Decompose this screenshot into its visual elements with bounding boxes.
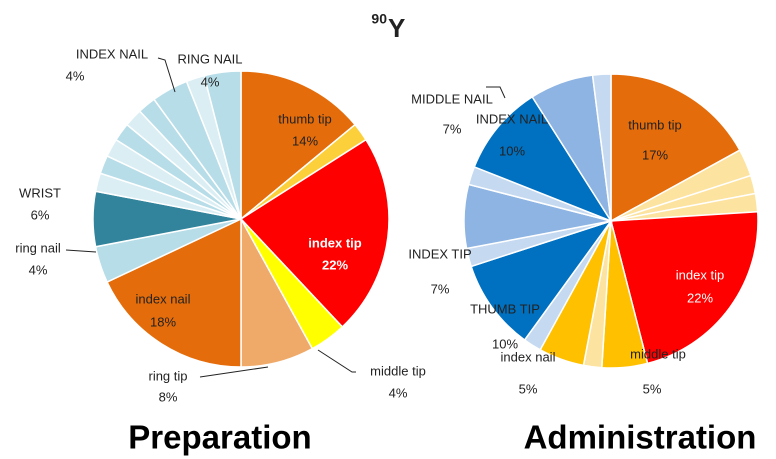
slice-label: INDEX NAIL	[476, 111, 548, 126]
slice-label: index tip	[676, 267, 724, 282]
slice-label: middle tip	[630, 346, 686, 361]
title-superscript: 90	[371, 11, 387, 27]
pie-title: Administration	[524, 419, 757, 456]
slice-label: ring nail	[15, 240, 61, 255]
slice-value-label: 10%	[492, 336, 518, 351]
slice-label: thumb tip	[278, 111, 331, 126]
slice-value-label: 10%	[499, 143, 525, 158]
slice-value-label: 17%	[642, 147, 668, 162]
slice-label: RING NAIL	[177, 51, 242, 66]
slice-value-label: 6%	[31, 207, 50, 222]
pie-slice	[106, 217, 242, 368]
leader-line	[486, 86, 506, 99]
slice-label: middle tip	[370, 363, 426, 378]
pie-slice	[610, 210, 759, 365]
slice-value-label: 4%	[389, 385, 408, 400]
slice-value-label: 7%	[443, 121, 462, 136]
leader-line	[157, 57, 176, 93]
pie-slice	[610, 73, 741, 223]
slice-value-label: 22%	[687, 290, 713, 305]
slice-label: index tip	[308, 235, 362, 250]
leader-line	[199, 366, 269, 378]
pie-slice	[203, 70, 242, 220]
slice-value-label: 5%	[519, 381, 538, 396]
pie-slice	[473, 95, 613, 223]
slice-value-label: 4%	[66, 68, 85, 83]
slice-label: INDEX NAIL	[76, 46, 148, 61]
slice-label: INDEX TIP	[408, 246, 471, 261]
slice-label: index nail	[501, 349, 556, 364]
slice-value-label: 22%	[322, 257, 348, 272]
slice-value-label: 5%	[643, 381, 662, 396]
slice-value-label: 14%	[292, 133, 318, 148]
leader-line	[65, 249, 97, 253]
pie-slice	[591, 73, 612, 222]
slice-label: MIDDLE NAIL	[411, 91, 493, 106]
leader-line	[317, 349, 356, 373]
chart-title: Y	[388, 13, 405, 43]
slice-value-label: 8%	[159, 389, 178, 404]
pie-slice	[239, 138, 390, 328]
slice-value-label: 18%	[150, 314, 176, 329]
slice-label: index nail	[136, 291, 191, 306]
slice-label: WRIST	[19, 185, 61, 200]
slice-value-label: 4%	[201, 74, 220, 89]
slice-value-label: 4%	[29, 262, 48, 277]
slice-label: ring tip	[148, 368, 187, 383]
pie-slice	[240, 70, 357, 221]
slice-value-label: 7%	[431, 281, 450, 296]
pie-slice	[470, 219, 613, 341]
pie-title: Preparation	[128, 419, 311, 456]
slice-label: thumb tip	[628, 117, 681, 132]
slice-label: THUMB TIP	[470, 301, 540, 316]
